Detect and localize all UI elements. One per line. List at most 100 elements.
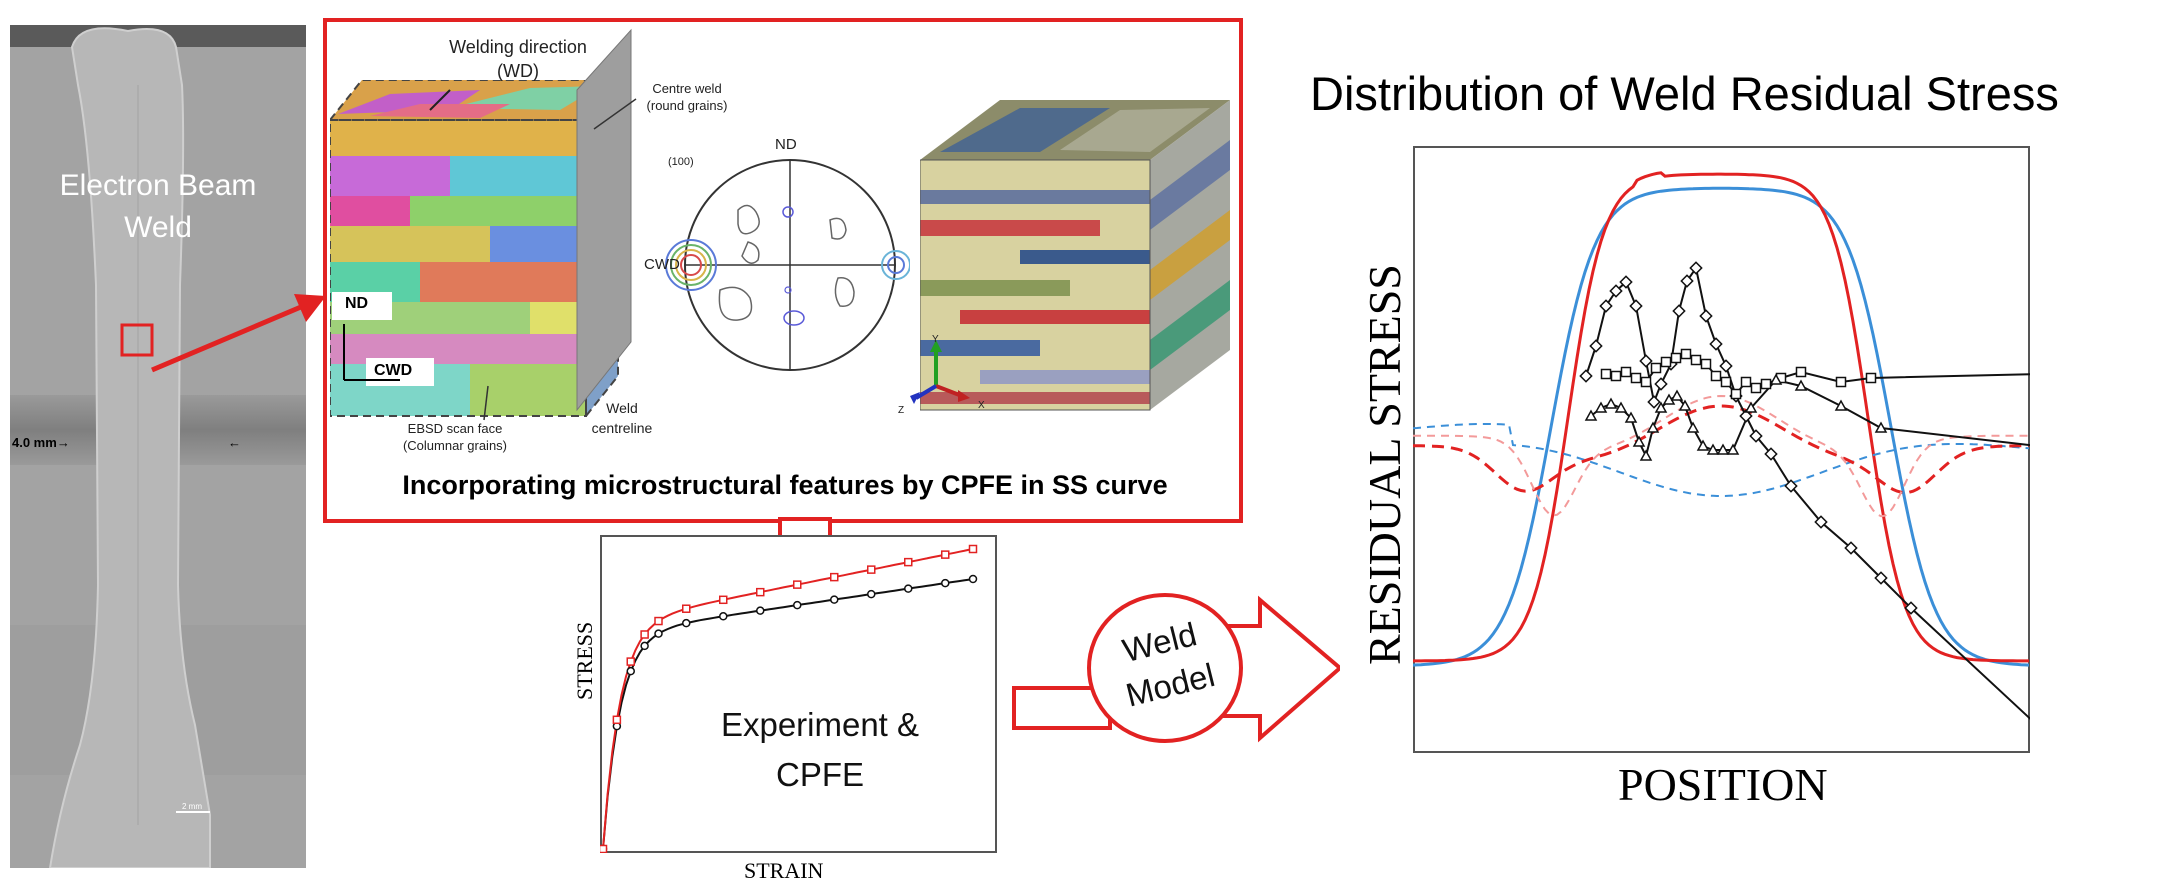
rs-diamond-marker (1764, 447, 1778, 461)
axis-x-label: X (978, 400, 985, 411)
rs-diamond-marker (1699, 309, 1713, 323)
pole-cwd-label: CWD (644, 256, 680, 273)
rs-triangle-marker (1604, 397, 1618, 409)
rs-diamond-marker (1647, 395, 1661, 409)
rs-square-marker (1670, 352, 1682, 364)
rs-triangle-marker (1716, 443, 1730, 455)
pole-figure-title: (100) (668, 156, 694, 168)
ss-cpfe-marker (904, 557, 913, 567)
ss-cpfe-marker (793, 580, 802, 589)
rs-red-solid-curve (1413, 171, 2029, 663)
rs-triangle-marker (1696, 439, 1710, 451)
rs-triangle-marker (1834, 399, 1848, 411)
rs-triangle-marker (1646, 421, 1660, 433)
rs-diamond-marker (1639, 354, 1653, 368)
ss-cpfe-marker (867, 565, 876, 574)
rs-triangle-marker (1654, 401, 1668, 413)
rs-triangle-marker (1670, 389, 1684, 401)
ss-experiment-marker (756, 606, 765, 615)
rs-square-marker (1760, 378, 1772, 390)
scale-bar-label: 2 mm (182, 802, 202, 811)
rs-diamond-marker (1689, 261, 1703, 275)
rs-square-marker (1720, 376, 1732, 388)
weld-macrograph-drawing (10, 25, 306, 868)
ss-cpfe-marker (682, 604, 691, 613)
rs-diamond-marker (1739, 409, 1753, 423)
rs-triangle-marker (1632, 435, 1646, 447)
ss-experiment-marker (626, 666, 635, 676)
rs-diamond-series (1585, 265, 2030, 720)
rs-triangle-marker (1794, 379, 1808, 391)
ebsd-leader (483, 385, 489, 421)
ss-cpfe-marker (600, 844, 608, 853)
rs-triangle-marker (1874, 421, 1888, 433)
weld-macrograph: Electron Beam Weld 4.0 mm→ ← 2 mm (10, 25, 306, 868)
rs-diamond-marker (1680, 274, 1694, 288)
rs-square-marker (1610, 370, 1622, 382)
ss-ylabel: STRESS (572, 621, 597, 700)
rs-diamond-marker (1749, 429, 1763, 443)
rs-xlabel: POSITION (1618, 759, 1828, 810)
rs-diamond-marker (1904, 601, 1918, 615)
rs-triangle-marker (1678, 399, 1692, 411)
pole-nd-label: ND (775, 136, 797, 153)
ss-cpfe-marker (612, 715, 622, 725)
welding-direction-label: Welding direction (WD) (449, 37, 587, 81)
ss-experiment-marker (941, 578, 950, 588)
ss-markers (600, 544, 978, 853)
rs-square-marker (1680, 348, 1692, 360)
rs-square-marker (1690, 354, 1702, 366)
rs-triangle-marker (1769, 373, 1783, 385)
ss-experiment-marker (682, 618, 691, 628)
centre-weld-label: Centre weld (round grains) (646, 81, 728, 113)
rs-diamond-marker (1709, 337, 1723, 351)
cwd-label: CWD (374, 362, 413, 379)
ss-cpfe-marker (654, 616, 663, 626)
weld-model-circle (1087, 593, 1243, 743)
rs-square-marker (1650, 362, 1662, 374)
ss-experiment-marker (867, 589, 876, 599)
rs-blue-solid-curve (1413, 186, 2030, 667)
rs-square-marker (1630, 372, 1642, 384)
ss-cpfe-marker (719, 595, 728, 605)
ss-cpfe-marker (756, 587, 765, 597)
rs-triangle-marker (1744, 401, 1758, 413)
rs-diamond-marker (1619, 275, 1633, 289)
rs-diamond-marker (1844, 541, 1858, 555)
weld-model-arrow (1012, 593, 1340, 743)
weld-centreline-label: Weld centreline (591, 400, 653, 436)
ss-cpfe-marker (830, 572, 839, 582)
ss-cpfe-curve (602, 548, 974, 850)
rs-square-marker (1750, 382, 1762, 394)
rs-square-marker (1700, 358, 1712, 370)
rs-triangle-marker (1726, 443, 1740, 455)
rs-diamond-marker (1719, 359, 1733, 373)
rs-diamond-marker (1599, 299, 1613, 313)
rs-square-marker (1795, 366, 1807, 378)
rs-ylabel: RESIDUAL STRESS (1359, 264, 1410, 665)
rs-markers (1579, 261, 1918, 615)
rs-square-marker (1730, 388, 1742, 400)
rs-diamond-marker (1589, 339, 1603, 353)
rs-triangle-marker (1706, 443, 1720, 455)
ss-cpfe-marker (968, 544, 978, 554)
rs-triangle-marker (1639, 449, 1653, 461)
rs-diamond-marker (1874, 571, 1888, 585)
pole-figure (665, 159, 910, 371)
zoom-arrowhead-icon (294, 294, 326, 322)
microstructure-caption: Incorporating microstructural features b… (402, 470, 1168, 500)
centre-weld-leader (593, 98, 637, 130)
residual-stress-chart (1413, 171, 2030, 720)
weld-title-line2: Weld (124, 211, 192, 244)
ss-experiment-marker (793, 600, 802, 610)
weld-centreline-plane (576, 28, 632, 412)
rs-blue-dashed-curve (1413, 423, 2030, 497)
weld-width-label: 4.0 mm→ (12, 435, 70, 450)
coordinate-axes-icon (910, 340, 970, 404)
ebsd-scan-face-label: EBSD scan face (Columnar grains) (402, 421, 508, 453)
rs-square-marker (1620, 366, 1632, 378)
rs-diamond-marker (1654, 377, 1668, 391)
rs-red-dashed-curve (1413, 404, 2029, 495)
ss-cpfe-marker (626, 657, 635, 666)
rs-square-marker (1865, 372, 1877, 384)
